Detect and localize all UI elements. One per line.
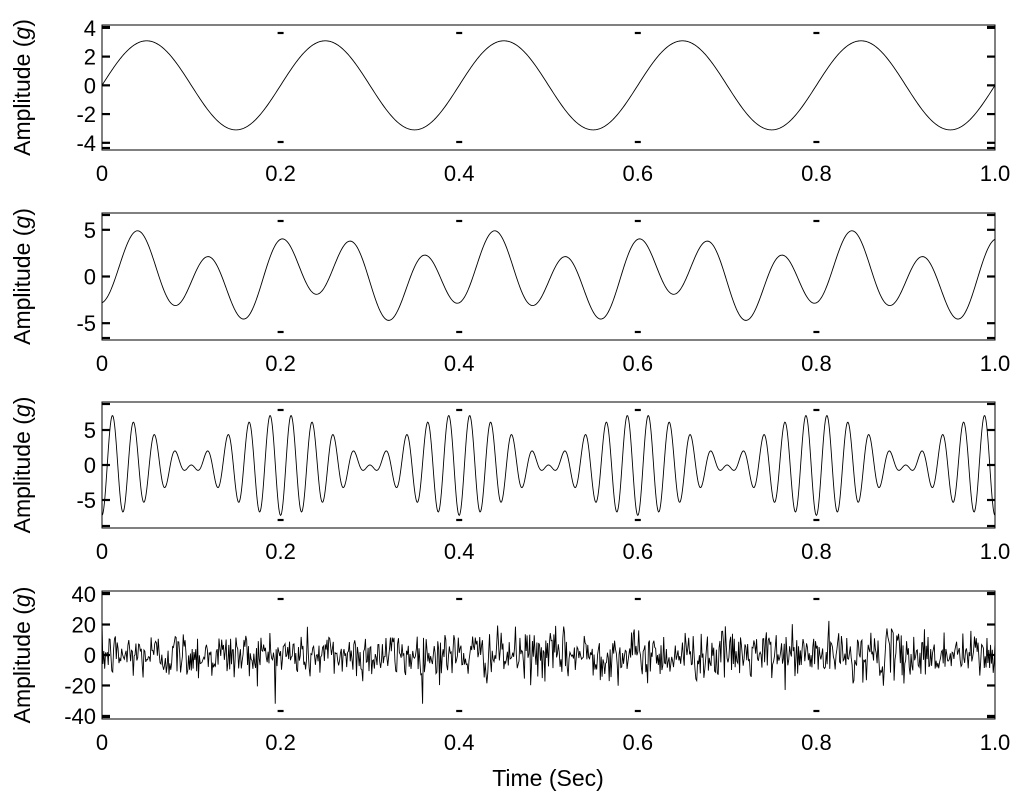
panel-1-x-tick-label: 1.0 (980, 161, 1011, 186)
panel-2-y-axis-label: Amplitude (g) (9, 208, 35, 345)
panel-1-y-tick-label: -4 (76, 131, 96, 156)
panel-1-x-tick-label: 0 (96, 161, 108, 186)
panel-3-x-tick-label: 0 (96, 539, 108, 564)
panel-4-x-tick-label: 1.0 (980, 730, 1011, 755)
panel-4-x-tick-label: 0.6 (623, 730, 654, 755)
panel-4-x-tick-label: 0 (96, 730, 108, 755)
panel-3-y-tick-label: -5 (76, 488, 96, 513)
panel-4-y-tick-label: -40 (64, 704, 96, 729)
panel-2-x-tick-label: 0 (96, 351, 108, 376)
panel-1: 0 0.2 0.4 0.6 0.8 1.0 4 2 0 -2 -4 Amplitude (g) (9, 16, 1010, 186)
panel-2-y-tick-label: 0 (84, 265, 96, 290)
panel-3-x-tick-label: 0.8 (801, 539, 832, 564)
panel-1-x-tick-label: 0.6 (623, 161, 654, 186)
panel-4-x-tick-label: 0.4 (444, 730, 475, 755)
panel-2-x-tick-label: 0.4 (444, 351, 475, 376)
x-axis-label: Time (Sec) (492, 765, 604, 791)
panel-3-x-tick-label: 0.2 (265, 539, 296, 564)
panel-3-y-tick-label: 5 (84, 418, 96, 443)
panel-3-y-tick-label: 0 (84, 453, 96, 478)
panel-2-series-line (101, 230, 996, 321)
panel-1-x-tick-label: 0.2 (265, 161, 296, 186)
panel-4-y-axis-label: Amplitude (g) (9, 587, 35, 724)
panel-1-y-axis-label: Amplitude (g) (9, 19, 35, 156)
panel-2-x-tick-label: 0.2 (265, 351, 296, 376)
panel-2-y-tick-label: 5 (84, 218, 96, 243)
panel-2-frame (101, 212, 996, 341)
panel-2-x-tick-label: 1.0 (980, 351, 1011, 376)
panel-4-y-tick-label: 0 (84, 643, 96, 668)
panel-2-y-tick-label: -5 (76, 311, 96, 336)
panel-4-x-tick-label: 0.2 (265, 730, 296, 755)
panel-1-y-tick-label: 0 (84, 73, 96, 98)
panel-1-frame (101, 24, 996, 151)
panel-4: 0 0.2 0.4 0.6 0.8 1.0 40 20 0 -20 -40 Amplitude (g) (9, 582, 1010, 755)
panel-3-x-tick-label: 0.6 (623, 539, 654, 564)
panel-1-series-line (101, 40, 996, 131)
panel-3-y-axis-label: Amplitude (g) (9, 397, 35, 534)
panel-1-x-tick-label: 0.8 (801, 161, 832, 186)
panel-4-y-tick-label: 40 (72, 582, 96, 607)
panel-2-x-tick-label: 0.6 (623, 351, 654, 376)
panel-2-x-tick-label: 0.8 (801, 351, 832, 376)
panel-1-y-tick-label: 2 (84, 45, 96, 70)
panel-3-x-tick-label: 0.4 (444, 539, 475, 564)
panel-4-x-tick-label: 0.8 (801, 730, 832, 755)
panel-4-y-tick-label: 20 (72, 613, 96, 638)
panel-1-y-tick-label: 4 (84, 16, 96, 41)
panel-3: 0 0.2 0.4 0.6 0.8 1.0 5 0 -5 Amplitude (g) (9, 397, 1010, 564)
panel-4-y-tick-label: -20 (64, 673, 96, 698)
panel-1-x-tick-label: 0.4 (444, 161, 475, 186)
panel-3-series-line (101, 415, 996, 517)
panel-1-y-tick-label: -2 (76, 102, 96, 127)
panel-4-series-line (101, 620, 996, 704)
panel-3-x-tick-label: 1.0 (980, 539, 1011, 564)
